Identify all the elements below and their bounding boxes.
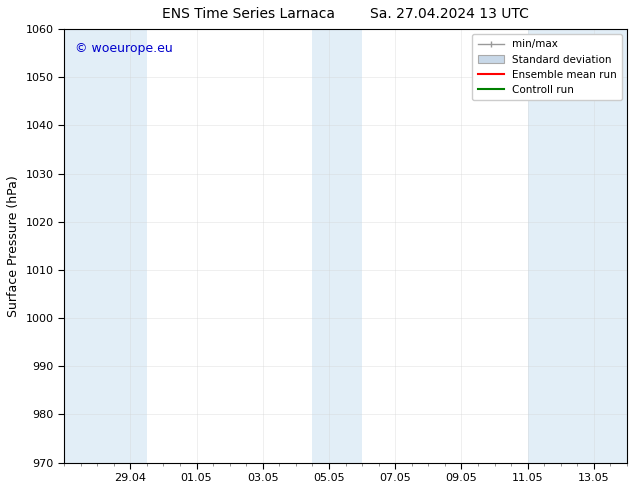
Y-axis label: Surface Pressure (hPa): Surface Pressure (hPa) [7,175,20,317]
Title: ENS Time Series Larnaca        Sa. 27.04.2024 13 UTC: ENS Time Series Larnaca Sa. 27.04.2024 1… [162,7,529,21]
Legend: min/max, Standard deviation, Ensemble mean run, Controll run: min/max, Standard deviation, Ensemble me… [472,34,622,100]
Text: © woeurope.eu: © woeurope.eu [75,42,173,55]
Bar [313,29,362,463]
Bar [527,29,627,463]
Bar [64,29,147,463]
